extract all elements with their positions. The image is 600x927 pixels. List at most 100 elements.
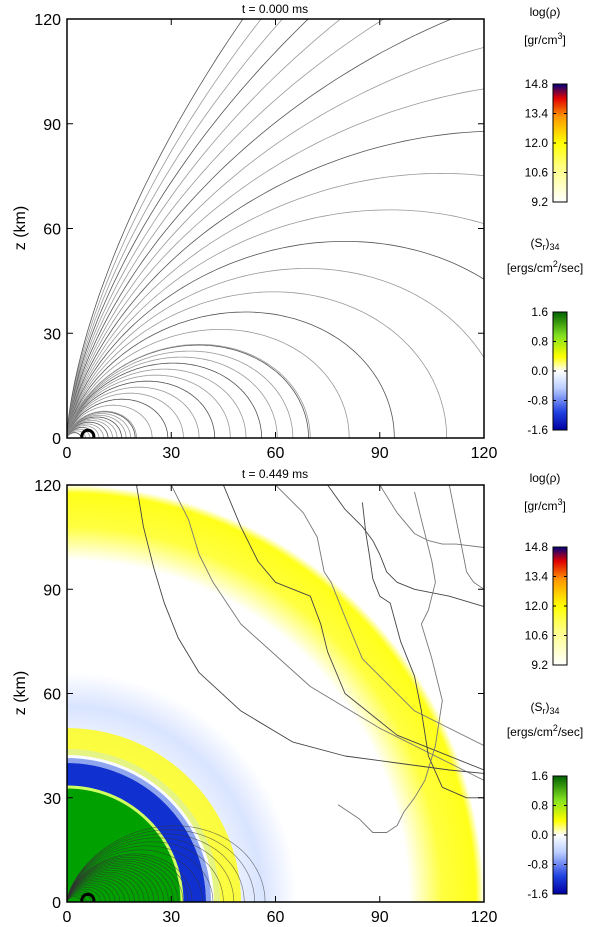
- bottom-green-core-edge: [67, 785, 184, 902]
- top-y-tick-label: 30: [43, 326, 61, 343]
- bottom-flux-colorbar-tick-label: 1.6: [531, 769, 548, 783]
- top-density-label: log(ρ): [530, 5, 561, 19]
- top-x-tick-label: 30: [162, 445, 180, 462]
- bottom-flux-units: [ergs/cm2/sec]: [507, 723, 583, 739]
- bottom-field-line-outer: [222, 485, 484, 771]
- bottom-blue-ring: [67, 763, 206, 902]
- bottom-y-axis-label: z (km): [12, 671, 29, 715]
- top-panel: t = 0.000 ms 0 30 60 90 120 0 30 60 90 120 z (km)…: [12, 2, 583, 462]
- top-y-tick-label: 60: [43, 222, 61, 239]
- bottom-flux-colorbar-tick-label: -0.8: [527, 858, 548, 872]
- bottom-density-colorbar-tick-label: 9.2: [531, 658, 548, 672]
- top-field-line: [67, 241, 484, 438]
- top-field-line: [67, 88, 484, 438]
- bottom-inner-yellow-shell: [67, 728, 241, 902]
- top-field-line: [67, 19, 453, 437]
- bottom-flux-label: (Sr)34: [530, 700, 559, 716]
- top-field-lines: [61, 19, 484, 438]
- top-density-colorbar-tick-label: 12.0: [525, 136, 549, 150]
- top-field-line: [67, 19, 385, 437]
- bottom-field-line-outer: [327, 485, 484, 608]
- bottom-density-colorbar-tick-label: 10.6: [525, 629, 549, 643]
- bottom-flux-colorbar-tick-label: 0.8: [531, 799, 548, 813]
- bottom-density-label: log(ρ): [530, 471, 561, 485]
- bottom-flux-colorbar: (Sr)34 [ergs/cm2/sec] 1.6 0.8 0.0 -0.8 -1.6: [507, 700, 583, 901]
- top-field-line: [67, 268, 484, 438]
- top-y-tick-label: 90: [43, 117, 61, 134]
- bottom-y-tick-label: 60: [43, 687, 61, 704]
- top-flux-ticks: 1.6 0.8 0.0 -0.8 -1.6: [527, 305, 567, 437]
- top-flux-label: (Sr)34: [530, 236, 559, 252]
- top-field-line: [67, 19, 244, 436]
- top-x-tick-label: 120: [471, 445, 498, 462]
- top-density-colorbar-tick-label: 9.2: [531, 195, 548, 209]
- top-field-line: [67, 329, 350, 438]
- bottom-density-colorbar-tick-label: 14.8: [525, 540, 549, 554]
- top-density-halo: [61, 392, 67, 438]
- bottom-field-line-outer: [448, 485, 484, 590]
- top-core-ring: [80, 428, 96, 438]
- top-y-axis-label: z (km): [12, 206, 29, 250]
- bottom-density-colorbar: log(ρ) [gr/cm3] 14.8 13.4 12.0 10.6 9.2: [524, 471, 568, 672]
- bottom-field-content: [67, 485, 484, 902]
- top-field-line: [67, 172, 484, 438]
- top-flux-colorbar-tick-label: 0.0: [531, 364, 548, 378]
- bottom-axes: 0 30 60 90 120 0 30 60 90 120: [34, 478, 497, 926]
- bottom-y-tick-label: 90: [43, 582, 61, 599]
- bottom-flux-colorbar-tick-label: 0.0: [531, 828, 548, 842]
- top-density-colorbar: log(ρ) [gr/cm3] 14.8 13.4 12.0 10.6 9.2: [524, 5, 568, 209]
- top-x-tick-label: 0: [63, 445, 72, 462]
- top-x-tick-label: 60: [267, 445, 285, 462]
- bottom-field-line-outer: [170, 485, 484, 781]
- top-field-line: [67, 311, 395, 438]
- bottom-field-line-outer: [275, 485, 484, 747]
- top-field-line: [67, 19, 342, 437]
- top-flux-colorbar: (Sr)34 [ergs/cm2/sec] 1.6 0.8 0.0 -0.8 -1.6: [507, 236, 583, 437]
- bottom-field-line-outer: [379, 485, 484, 548]
- bottom-field-line-outer: [361, 502, 484, 799]
- top-x-tick-label: 90: [371, 445, 389, 462]
- bottom-x-tick-label: 30: [162, 909, 180, 926]
- top-density-colorbar-tick-label: 13.4: [525, 107, 549, 121]
- bottom-panel: t = 0.449 ms 0 30 60 90 120 0 30 60 90 120 z (km)…: [12, 467, 583, 926]
- bottom-field-line-inner: [67, 825, 266, 902]
- top-field-line: [67, 209, 484, 438]
- bottom-density-colorbar-tick-label: 12.0: [525, 599, 549, 613]
- top-flux-colorbar-tick-label: -1.6: [527, 423, 548, 437]
- bottom-field-line-outer: [136, 485, 484, 774]
- bottom-x-tick-label: 90: [371, 909, 389, 926]
- top-flux-colorbar-tick-label: 1.6: [531, 305, 548, 319]
- top-field-line: [67, 19, 309, 437]
- top-field-line: [67, 46, 484, 438]
- bottom-density-units: [gr/cm3]: [524, 497, 566, 513]
- top-density-colorbar-tick-label: 14.8: [525, 77, 549, 91]
- top-density-colorbar-tick-label: 10.6: [525, 166, 549, 180]
- top-field-line: [67, 19, 283, 436]
- bottom-field-line-outer: [337, 491, 443, 833]
- bottom-flux-ticks: 1.6 0.8 0.0 -0.8 -1.6: [527, 769, 567, 901]
- top-flux-units: [ergs/cm2/sec]: [507, 259, 583, 275]
- top-density-ticks: 14.8 13.4 12.0 10.6 9.2: [525, 77, 567, 209]
- top-flux-colorbar-tick-label: -0.8: [527, 394, 548, 408]
- bottom-x-tick-label: 60: [267, 909, 285, 926]
- top-panel-title: t = 0.000 ms: [242, 2, 308, 16]
- bottom-x-tick-label: 0: [63, 909, 72, 926]
- top-flux-colorbar-tick-label: 0.8: [531, 335, 548, 349]
- top-field-line: [67, 291, 448, 438]
- bottom-y-tick-label: 120: [34, 478, 61, 495]
- top-field-line: [67, 130, 484, 438]
- bottom-density-colorbar-tick-label: 13.4: [525, 570, 549, 584]
- bottom-y-tick-label: 30: [43, 791, 61, 808]
- top-y-tick-label: 120: [34, 12, 61, 29]
- top-axes: 0 30 60 90 120 0 30 60 90 120: [34, 12, 497, 462]
- top-density-units: [gr/cm3]: [524, 31, 566, 47]
- bottom-y-tick-label: 0: [52, 895, 61, 912]
- bottom-core-ring: [80, 892, 96, 902]
- bottom-density-ticks: 14.8 13.4 12.0 10.6 9.2: [525, 540, 567, 672]
- bottom-flux-colorbar-tick-label: -1.6: [527, 887, 548, 901]
- top-field-line: [67, 19, 262, 436]
- bottom-panel-title: t = 0.449 ms: [242, 467, 308, 481]
- bottom-x-tick-label: 120: [471, 909, 498, 926]
- top-y-tick-label: 0: [52, 431, 61, 448]
